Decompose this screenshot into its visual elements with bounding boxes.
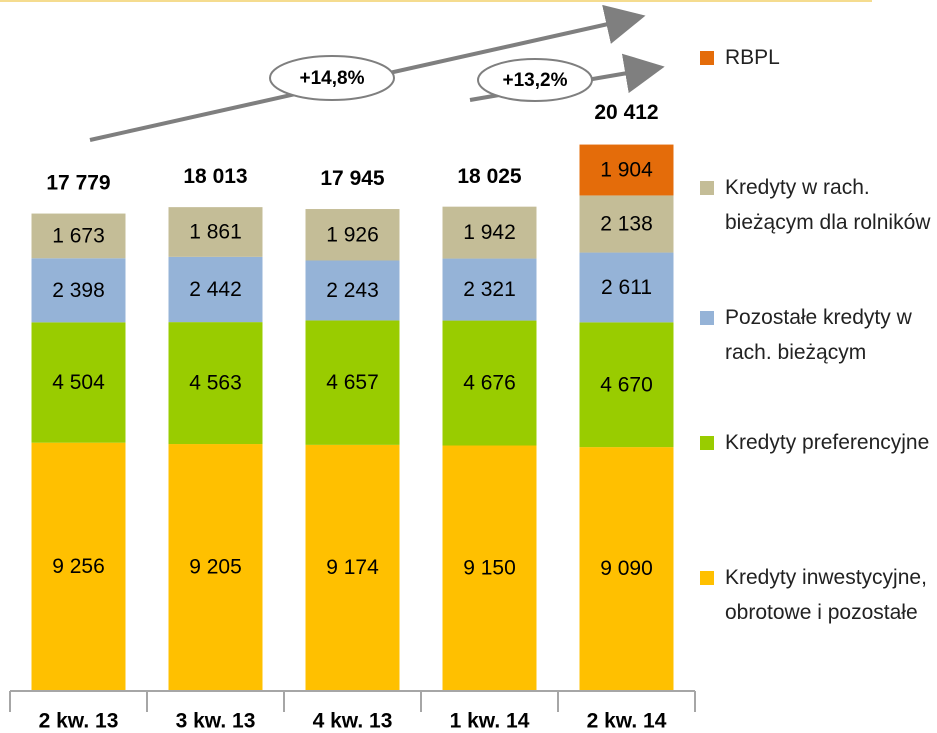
- legend-swatch: [700, 571, 714, 585]
- segment-label: 9 205: [189, 556, 242, 579]
- legend-label: RBPL: [725, 46, 780, 69]
- bar-segment: [579, 252, 674, 323]
- segment-label: 9 174: [326, 556, 379, 579]
- total-label: 18 025: [457, 165, 522, 188]
- segment-label: 2 138: [600, 213, 653, 236]
- total-label: 18 013: [183, 165, 247, 188]
- annotation: +14,8%: [300, 68, 365, 89]
- legend-swatch: [700, 181, 714, 195]
- segment-label: 4 670: [600, 373, 653, 396]
- x-tick-label: 3 kw. 13: [176, 710, 256, 733]
- legend-label: Kredyty inwestycyjne, obrotowe i pozosta…: [725, 566, 927, 624]
- bar-segment: [168, 256, 263, 323]
- bar-segment: [579, 144, 674, 196]
- bar-segment: [579, 447, 674, 690]
- segment-label: 4 657: [326, 371, 379, 394]
- bar-segment: [31, 213, 126, 259]
- segment-label: 2 243: [326, 279, 379, 302]
- segment-label: 1 861: [189, 221, 242, 244]
- bar-segment: [305, 209, 400, 261]
- legend-swatch: [700, 51, 714, 65]
- segment-label: 2 442: [189, 278, 242, 301]
- segment-label: 9 256: [52, 555, 105, 578]
- legend-label: Kredyty preferencyjne: [725, 431, 930, 454]
- bar-segment: [31, 442, 126, 690]
- bar-segment: [31, 258, 126, 323]
- annotation: +13,2%: [503, 70, 568, 91]
- segment-label: 4 563: [189, 372, 242, 395]
- bar-segment: [305, 320, 400, 445]
- legend-label: Kredyty w rach. bieżącym dla rolników: [725, 176, 931, 234]
- bar-segment: [168, 444, 263, 690]
- bar-segment: [579, 195, 674, 253]
- segment-label: 2 398: [52, 279, 105, 302]
- bar-segment: [305, 260, 400, 321]
- x-tick-label: 1 kw. 14: [450, 710, 530, 733]
- bar-segment: [442, 258, 537, 321]
- segment-label: 1 673: [52, 224, 105, 247]
- legend-swatch: [700, 311, 714, 325]
- total-label: 20 412: [594, 101, 658, 124]
- total-label: 17 779: [46, 171, 110, 194]
- segment-label: 1 942: [463, 221, 516, 244]
- total-label: 17 945: [320, 167, 385, 190]
- segment-label: 1 926: [326, 223, 379, 246]
- bar-segment: [579, 322, 674, 448]
- annotation-bubble: [477, 58, 593, 102]
- bar-segment: [305, 444, 400, 690]
- x-tick-label: 4 kw. 13: [313, 710, 393, 733]
- bar-segment: [168, 322, 263, 445]
- segment-label: 2 321: [463, 278, 516, 301]
- segment-label: 4 676: [463, 372, 516, 395]
- legend-label: Pozostałe kredyty w rach. bieżącym: [725, 306, 912, 364]
- segment-label: 4 504: [52, 371, 105, 394]
- segment-label: 9 150: [463, 556, 516, 579]
- segment-label: 2 611: [601, 276, 652, 299]
- x-tick-label: 2 kw. 14: [587, 710, 667, 733]
- bar-segment: [31, 322, 126, 443]
- annotation-bubble: [269, 55, 395, 101]
- segment-label: 9 090: [600, 557, 653, 580]
- bar-segment: [442, 206, 537, 259]
- bar-segment: [442, 320, 537, 446]
- legend-swatch: [700, 436, 714, 450]
- segment-label: 1 904: [600, 159, 653, 182]
- bar-segment: [442, 445, 537, 690]
- bar-segment: [168, 207, 263, 257]
- x-tick-label: 2 kw. 13: [39, 710, 119, 733]
